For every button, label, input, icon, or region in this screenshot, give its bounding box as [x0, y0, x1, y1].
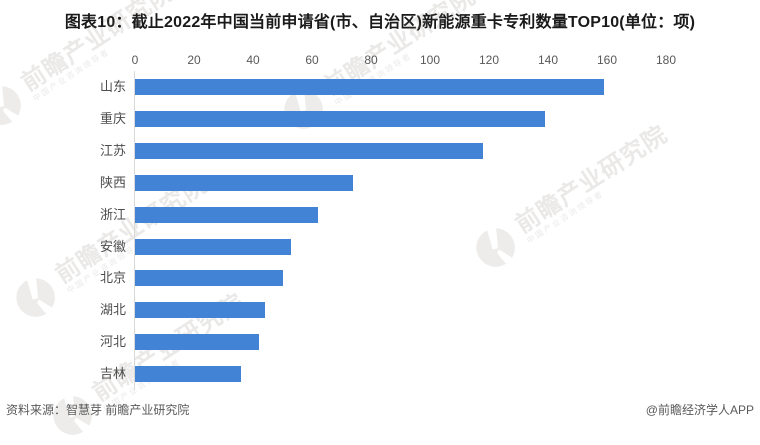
chart-title: 图表10：截止2022年中国当前申请省(市、自治区)新能源重卡专利数量TOP10… — [64, 14, 696, 31]
bar-山东 — [135, 79, 605, 95]
x-tick-label: 0 — [131, 53, 139, 67]
category-label: 江苏 — [99, 142, 126, 158]
y-axis-line — [134, 71, 135, 390]
bar-安徽 — [135, 238, 292, 255]
x-tick-label: 160 — [596, 53, 618, 67]
category-label: 吉林 — [99, 366, 126, 382]
bar-重庆 — [135, 110, 546, 127]
x-tick-label: 80 — [364, 53, 378, 67]
category-label: 山东 — [99, 79, 126, 94]
x-tick-label: 40 — [246, 53, 260, 67]
category-label: 河北 — [99, 334, 126, 350]
source-note: 资料来源：智慧芽 前瞻产业研究院 — [6, 403, 190, 417]
category-label: 湖北 — [99, 302, 126, 318]
bar-陕西 — [135, 174, 354, 191]
category-label: 北京 — [99, 270, 126, 286]
category-label: 陕西 — [99, 174, 126, 190]
category-label: 重庆 — [99, 110, 126, 126]
category-label: 浙江 — [99, 206, 126, 222]
bar-吉林 — [135, 366, 242, 383]
bar-湖北 — [135, 302, 265, 319]
credit-note: @前瞻经济学人APP — [645, 403, 754, 417]
bar-河北 — [135, 334, 259, 351]
bar-北京 — [135, 270, 283, 287]
x-tick-label: 180 — [655, 53, 677, 67]
x-tick-label: 140 — [537, 53, 559, 67]
x-tick-label: 100 — [419, 53, 441, 67]
x-tick-label: 60 — [305, 53, 319, 67]
x-tick-label: 120 — [478, 53, 500, 67]
bar-江苏 — [135, 142, 484, 159]
bar-浙江 — [135, 206, 318, 223]
x-tick-label: 20 — [187, 53, 201, 67]
category-label: 安徽 — [99, 238, 126, 254]
